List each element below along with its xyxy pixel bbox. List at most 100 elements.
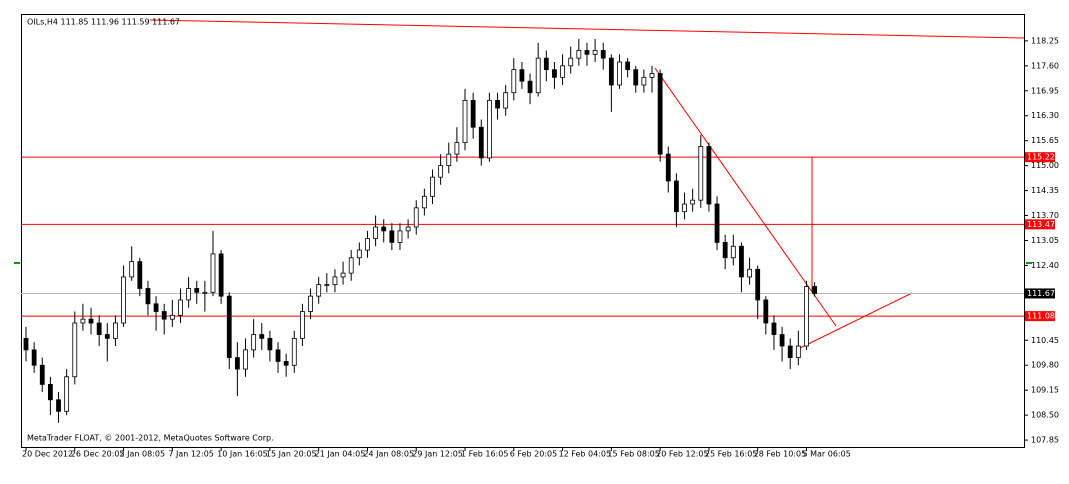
candle-body [763, 299, 769, 324]
price-label-box [1025, 288, 1055, 299]
x-tick-label: 28 Feb 10:05 [754, 450, 806, 459]
candle-body [405, 226, 411, 232]
candle-body [308, 295, 313, 312]
candle-body [332, 276, 338, 286]
x-tick-label: 21 Jan 04:05 [315, 450, 366, 459]
candle-body [674, 180, 679, 213]
candle-body [324, 284, 330, 287]
candle-body [397, 230, 403, 243]
candle-body [31, 349, 37, 366]
candle-body [511, 69, 517, 94]
candle-body [96, 322, 102, 335]
candle-body [365, 238, 370, 251]
candle-body [690, 199, 696, 205]
candle-body [535, 57, 541, 94]
x-tick-label: 20 Feb 12:05 [656, 450, 708, 459]
candle-body [633, 69, 639, 86]
price-label-box [1025, 311, 1055, 322]
candle-body [243, 349, 248, 370]
trend-line [149, 19, 1025, 39]
candle-body [356, 249, 362, 259]
candle-body [665, 153, 671, 182]
candle-body [169, 314, 175, 320]
y-tick-label: 115.65 [1031, 136, 1059, 145]
x-tick-label: 20 Dec 2012 [22, 450, 73, 459]
candle-body [267, 337, 273, 351]
candle-body [56, 399, 61, 412]
candle-body [389, 230, 395, 243]
y-tick-label: 107.85 [1031, 436, 1059, 445]
candle-body [446, 153, 452, 167]
candle-body [413, 207, 419, 228]
candle-body [625, 61, 631, 71]
candle-body [186, 288, 192, 301]
candle-body [454, 142, 460, 155]
candle-body [161, 311, 167, 320]
candle-body [519, 69, 525, 82]
candle-body [39, 364, 45, 385]
candle-body [283, 360, 289, 366]
candle-body [812, 286, 818, 294]
candle-body [178, 299, 183, 316]
candle-body [113, 322, 118, 339]
x-tick-label: 1 Feb 16:05 [461, 450, 508, 459]
candle-body [373, 226, 378, 239]
candle-body [478, 126, 484, 159]
candle-body [487, 99, 492, 159]
candle-body [226, 295, 232, 358]
candle-body [340, 272, 346, 278]
candle-body [543, 57, 549, 71]
candle-body [47, 384, 53, 401]
candle-body [316, 284, 322, 297]
candle-body [153, 303, 159, 312]
y-tick-label: 116.30 [1031, 111, 1059, 120]
candle-body [722, 241, 728, 259]
candle-body [649, 73, 655, 78]
candle-body [291, 337, 297, 366]
candle-body [64, 376, 70, 412]
plot-frame [21, 14, 1025, 448]
candle-body [234, 357, 240, 370]
y-tick-label: 109.15 [1031, 386, 1059, 395]
candle-body [104, 334, 110, 339]
y-tick-label: 116.95 [1031, 86, 1059, 95]
candle-body [251, 334, 257, 351]
price-label: 111.08 [1027, 312, 1055, 321]
y-tick-label: 109.80 [1031, 361, 1059, 370]
candle-body [527, 80, 533, 94]
y-tick-label: 113.05 [1031, 236, 1059, 245]
x-tick-label: 15 Feb 08:05 [607, 450, 659, 459]
candle-body [552, 69, 557, 78]
y-tick-label: 117.60 [1031, 61, 1059, 70]
candle-body [421, 195, 427, 209]
candle-body [503, 92, 509, 109]
candle-body [706, 146, 712, 205]
candle-body [23, 337, 29, 351]
x-tick-label: 5 Mar 06:05 [802, 450, 850, 459]
x-tick-label: 26 Dec 20:05 [71, 450, 125, 459]
y-tick-label: 114.35 [1031, 186, 1059, 195]
candle-body [80, 318, 86, 324]
x-tick-label: 10 Jan 16:05 [217, 450, 268, 459]
candle-body [641, 76, 647, 86]
candle-body [755, 268, 761, 301]
candle-body [300, 311, 305, 339]
x-tick-label: 15 Jan 20:05 [266, 450, 317, 459]
x-tick-label: 2 Jan 08:05 [120, 450, 166, 459]
candle-body [430, 176, 435, 197]
candle-body [137, 261, 143, 289]
candle-body [576, 50, 582, 59]
candle-body [470, 99, 476, 128]
series-layer [21, 38, 1024, 423]
candle-body [795, 345, 801, 358]
price-label-box [1025, 152, 1055, 163]
candle-body [72, 322, 78, 378]
y-tick-label: 108.50 [1031, 411, 1059, 420]
candle-body [787, 345, 793, 358]
y-tick-label: 115.00 [1031, 161, 1059, 170]
x-tick-label: 12 Feb 04:05 [559, 450, 611, 459]
candle-body [568, 57, 574, 67]
chart-title: OILs,H4 111.85 111.96 111.59 111.67 [27, 18, 180, 27]
candle-body [218, 253, 224, 297]
candle-body [462, 99, 468, 143]
